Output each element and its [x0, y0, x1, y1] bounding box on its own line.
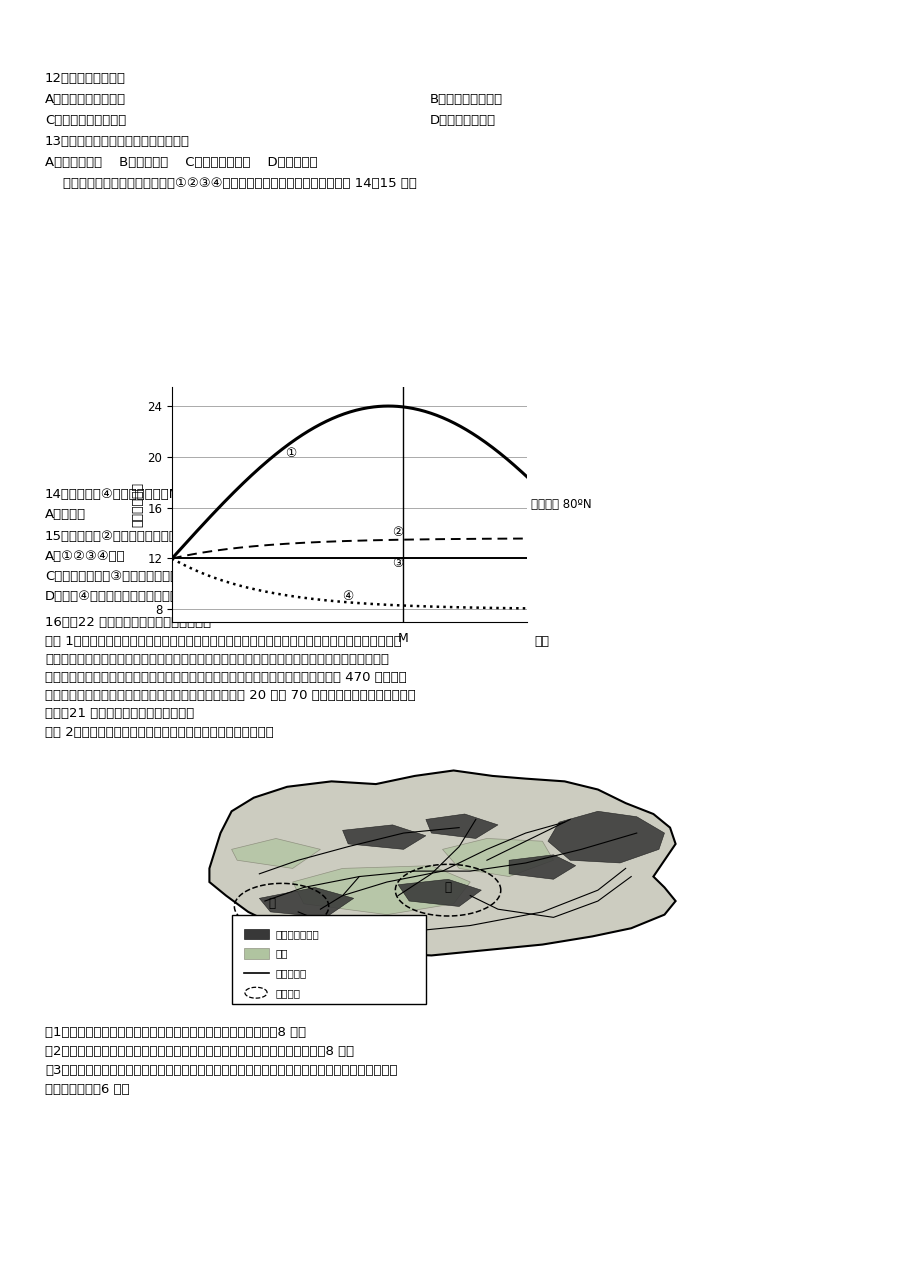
Text: 页岩气开采区域: 页岩气开采区域 [276, 929, 320, 939]
Polygon shape [210, 771, 675, 956]
Text: 集天然气）开采。美国的页岩气层厚度较大、埋藏较浅，目前开发一口气井的费用仅 470 万美元，: 集天然气）开采。美国的页岩气层厚度较大、埋藏较浅，目前开发一口气井的费用仅 47… [45, 671, 406, 684]
Text: 盐地: 盐地 [276, 949, 289, 958]
Text: 天然气管道: 天然气管道 [276, 968, 307, 978]
Text: A．春分日: A．春分日 [45, 508, 86, 521]
Text: ④: ④ [342, 590, 353, 604]
Text: A．冻土层较浅    B．排水不畅    C．土壤盐碱严重    D．热量不足: A．冻土层较浅 B．排水不畅 C．土壤盐碱严重 D．热量不足 [45, 155, 317, 169]
Text: 下图表示一年中某段时间，全球①②③④四个地点昼长的变化规律，读图回答 14～15 题。: 下图表示一年中某段时间，全球①②③④四个地点昼长的变化规律，读图回答 14～15… [62, 177, 416, 190]
Text: 可能位于 80ºN: 可能位于 80ºN [530, 498, 591, 511]
Bar [244, 929, 268, 939]
Polygon shape [259, 888, 353, 917]
Polygon shape [342, 824, 425, 850]
Text: 13．与河床两侧缺乏森林无关的因素是: 13．与河床两侧缺乏森林无关的因素是 [45, 135, 190, 148]
Text: 16．（22 分）阅读下列材料，回答问题。: 16．（22 分）阅读下列材料，回答问题。 [45, 617, 210, 629]
Text: D．冬至日: D．冬至日 [403, 508, 446, 521]
Text: B．温带落叶阔叶林: B．温带落叶阔叶林 [429, 93, 503, 106]
Text: 14．假如地点④位于北半球，则M日期可能是: 14．假如地点④位于北半球，则M日期可能是 [45, 488, 221, 501]
Text: D．亚寒带针叶林: D．亚寒带针叶林 [429, 113, 495, 127]
Polygon shape [232, 838, 320, 869]
Polygon shape [548, 812, 664, 862]
Text: 乙: 乙 [444, 880, 451, 894]
Text: 材料 1：页岩气是从页岩层中开采出来的天然气，是一种非常规天然气资源，多采用水平井和岩层压: 材料 1：页岩气是从页岩层中开采出来的天然气，是一种非常规天然气资源，多采用水平… [45, 634, 402, 648]
Text: 日期: 日期 [534, 634, 549, 648]
Text: （3）对于页岩气的大规模开发，美国公众赞同者有之，反对者亦有之，请你表达其中的一种观点，: （3）对于页岩气的大规模开发，美国公众赞同者有之，反对者亦有之，请你表达其中的一… [45, 1064, 397, 1077]
Text: ②: ② [391, 526, 403, 539]
Polygon shape [292, 865, 470, 915]
Text: 裂技术（目前主要为水力压裂，将大量水夹杂着化学物质、泥沙，高压注入地下井，压裂岩石，收: 裂技术（目前主要为水力压裂，将大量水夹杂着化学物质、泥沙，高压注入地下井，压裂岩… [45, 654, 389, 666]
FancyBboxPatch shape [232, 915, 425, 1004]
Polygon shape [398, 879, 481, 907]
Text: A．亚热带常绿阔叶林: A．亚热带常绿阔叶林 [45, 93, 126, 106]
Text: 材料 2：下图为美国本土页岩气开采区域和天然气管道分布图。: 材料 2：下图为美国本土页岩气开采区域和天然气管道分布图。 [45, 726, 274, 739]
Text: （2）根据页岩气开采技术特点，分析大规模开采页岩气对当地环境的影响。（8 分）: （2）根据页岩气开采技术特点，分析大规模开采页岩气对当地环境的影响。（8 分） [45, 1045, 354, 1057]
Text: 甲乙区域: 甲乙区域 [276, 987, 301, 998]
Text: C．亚热带常绿硬叶林: C．亚热带常绿硬叶林 [45, 113, 126, 127]
Text: ①: ① [285, 447, 297, 460]
Polygon shape [508, 855, 575, 879]
Polygon shape [425, 814, 497, 838]
Text: ③: ③ [391, 558, 403, 571]
Text: 但第二年产气衰减率较快，需要较多的气井投入。美国从 20 世纪 70 年代开始研究储备页岩气开发: 但第二年产气衰减率较快，需要较多的气井投入。美国从 20 世纪 70 年代开始研… [45, 689, 415, 702]
Y-axis label: 昼长（小时）: 昼长（小时） [131, 482, 144, 527]
Text: 12．图中森林类型是: 12．图中森林类型是 [45, 73, 126, 85]
Text: （1）结合材料与图，分析美国页岩气大规模开发的有利条件。（8 分）: （1）结合材料与图，分析美国页岩气大规模开发的有利条件。（8 分） [45, 1026, 306, 1040]
Bar [244, 948, 268, 959]
Text: 15．假如地点②位于北半球，则下列说法正确的是: 15．假如地点②位于北半球，则下列说法正确的是 [45, 530, 233, 543]
Text: A．①②③④的排: A．①②③④的排 [45, 550, 126, 563]
Polygon shape [442, 838, 553, 877]
Text: 甲: 甲 [267, 897, 275, 910]
Text: 并说明理由。（6 分）: 并说明理由。（6 分） [45, 1083, 130, 1096]
Text: D．地点④在一年之中，有极昼极夜现象: D．地点④在一年之中，有极昼极夜现象 [45, 590, 195, 603]
Text: C．图示期间地点③的正午太阳高度先减小后增大: C．图示期间地点③的正午太阳高度先减小后增大 [45, 569, 226, 583]
Text: 技术，21 世纪进入大规模商业性开发。: 技术，21 世纪进入大规模商业性开发。 [45, 707, 194, 720]
